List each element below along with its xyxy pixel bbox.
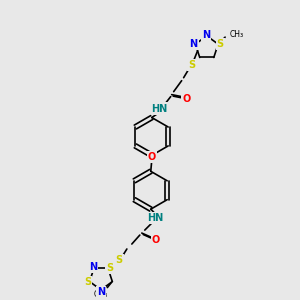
Text: HN: HN (152, 103, 168, 114)
Text: N: N (89, 262, 97, 272)
Text: N: N (97, 287, 105, 297)
Text: S: S (106, 263, 113, 273)
Text: N: N (202, 30, 210, 40)
Text: S: S (217, 39, 224, 49)
Text: HN: HN (148, 213, 164, 223)
Text: CH₃: CH₃ (230, 30, 244, 39)
Text: CH₃: CH₃ (93, 290, 107, 299)
Text: S: S (84, 277, 91, 286)
Text: S: S (188, 60, 195, 70)
Text: N: N (189, 39, 197, 49)
Text: O: O (148, 152, 156, 162)
Text: O: O (152, 235, 160, 245)
Text: O: O (182, 94, 191, 103)
Text: S: S (115, 255, 122, 265)
